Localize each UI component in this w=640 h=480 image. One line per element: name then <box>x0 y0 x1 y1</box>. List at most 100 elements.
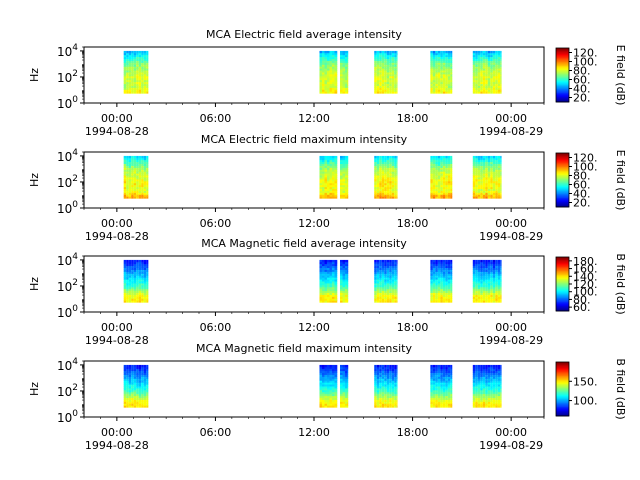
spectrogram-cell <box>445 64 448 67</box>
spectrogram-cell <box>442 283 446 286</box>
spectrogram-cell <box>331 279 335 282</box>
spectrogram-cell <box>492 66 496 69</box>
spectrogram-cell <box>340 286 343 290</box>
spectrogram-cell <box>141 275 144 278</box>
spectrogram-cell <box>334 81 337 85</box>
spectrogram-cell <box>445 366 448 370</box>
spectrogram-cell <box>500 83 502 86</box>
spectrogram-cell <box>487 271 491 274</box>
spectrogram-cell <box>442 300 446 303</box>
spectrogram-cell <box>381 83 385 86</box>
spectrogram-cell <box>450 296 453 299</box>
spectrogram-cell <box>342 368 346 372</box>
spectrogram-cell <box>472 91 476 94</box>
spectrogram-cell <box>437 77 441 81</box>
spectrogram-cell <box>319 175 322 178</box>
spectrogram-cell <box>384 376 387 379</box>
spectrogram-cell <box>326 77 330 81</box>
spectrogram-cell <box>490 62 493 65</box>
spectrogram-cell <box>432 72 436 75</box>
spectrogram-cell <box>475 161 478 165</box>
spectrogram-cell <box>480 184 483 188</box>
spectrogram-cell <box>381 167 385 170</box>
spectrogram-cell <box>450 364 453 368</box>
spectrogram-cell <box>472 281 476 284</box>
spectrogram-cell <box>386 374 390 377</box>
spectrogram-cell <box>440 75 443 79</box>
spectrogram-cell <box>133 265 137 269</box>
spectrogram-cell <box>447 275 451 278</box>
spectrogram-cell <box>435 190 438 193</box>
spectrogram-cell <box>138 175 142 178</box>
spectrogram-cell <box>386 165 390 168</box>
spectrogram-cell <box>331 72 335 75</box>
spectrogram-cell <box>340 74 343 77</box>
spectrogram-cell <box>442 294 446 297</box>
spectrogram-cell <box>487 296 491 299</box>
spectrogram-cell <box>146 386 149 389</box>
spectrogram-cell <box>342 391 346 395</box>
spectrogram-cell <box>133 62 137 65</box>
spectrogram-cell <box>497 279 501 282</box>
spectrogram-cell <box>394 68 397 71</box>
spectrogram-cell <box>442 74 446 77</box>
spectrogram-cell <box>492 283 496 286</box>
colorbar-step <box>556 99 569 102</box>
spectrogram-cell <box>442 157 446 161</box>
spectrogram-cell <box>389 89 392 92</box>
spectrogram-cell <box>492 87 496 90</box>
spectrogram-cell <box>342 157 346 161</box>
spectrogram-cell <box>138 284 142 288</box>
spectrogram-cell <box>126 159 129 163</box>
spectrogram-cell <box>500 294 502 297</box>
colorbar-step <box>556 173 569 175</box>
spectrogram-cell <box>381 85 385 88</box>
spectrogram-cell <box>334 300 337 303</box>
spectrogram-cell <box>384 188 387 191</box>
spectrogram-cell <box>324 284 327 288</box>
spectrogram-cell <box>342 267 346 270</box>
spectrogram-cell <box>475 372 478 375</box>
spectrogram-cell <box>133 64 137 67</box>
spectrogram-cell <box>442 388 446 391</box>
spectrogram-cell <box>435 70 438 73</box>
spectrogram-cell <box>432 386 436 389</box>
spectrogram-cell <box>480 273 483 276</box>
spectrogram-cell <box>133 161 137 165</box>
colorbar-step <box>556 294 569 297</box>
spectrogram-cell <box>389 74 392 77</box>
spectrogram-cell <box>334 91 337 94</box>
spectrogram-cell <box>347 157 349 161</box>
spectrogram-cell <box>334 290 337 294</box>
spectrogram-cell <box>131 179 134 182</box>
spectrogram-cell <box>381 263 385 267</box>
spectrogram-cell <box>475 267 478 270</box>
spectrogram-cell <box>324 60 327 63</box>
spectrogram-cell <box>445 386 448 389</box>
spectrogram-cell <box>384 288 387 292</box>
spectrogram-cell <box>442 292 446 295</box>
spectrogram-cell <box>126 62 129 65</box>
spectrogram-cell <box>138 364 142 368</box>
spectrogram-cell <box>445 372 448 375</box>
spectrogram-cell <box>445 283 448 286</box>
spectrogram-cell <box>143 368 147 372</box>
colorbar-step <box>556 189 569 192</box>
spectrogram-cell <box>440 173 443 176</box>
x-tick-label: 00:00 <box>101 321 133 334</box>
spectrogram-cell <box>381 403 385 406</box>
spectrogram-cell <box>475 54 478 58</box>
spectrogram-cell <box>490 186 493 190</box>
spectrogram-cell <box>437 372 441 375</box>
spectrogram-cell <box>347 267 349 270</box>
spectrogram-cell <box>490 393 493 397</box>
spectrogram-cell <box>480 292 483 295</box>
x-tick-label: 18:00 <box>397 217 429 230</box>
spectrogram-cell <box>376 397 380 400</box>
spectrogram-cell <box>445 288 448 292</box>
spectrogram-cell <box>389 81 392 85</box>
spectrogram-cell <box>342 376 346 379</box>
spectrogram-cell <box>146 60 149 63</box>
spectrogram-cell <box>141 284 144 288</box>
spectrogram-cell <box>490 165 493 168</box>
